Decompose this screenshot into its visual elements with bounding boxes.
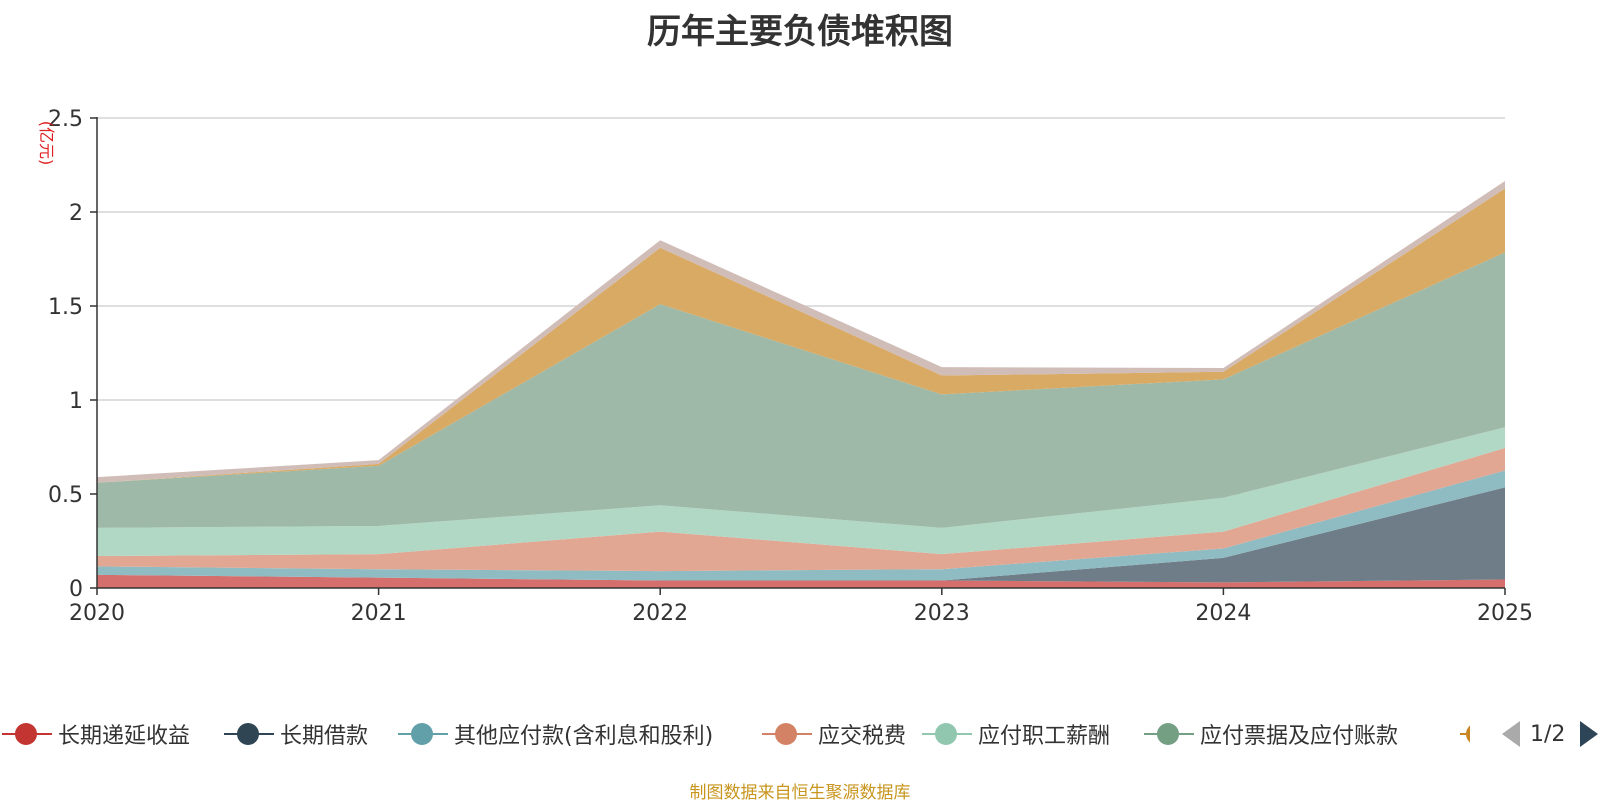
- legend-item[interactable]: 其他应付款(含利息和股利): [398, 712, 713, 756]
- legend-marker-icon: [224, 712, 280, 756]
- legend-next-page-button[interactable]: [1578, 712, 1600, 756]
- legend-item[interactable]: 应交税费: [762, 712, 906, 756]
- x-tick-label: 2025: [1477, 601, 1533, 626]
- area-series-3[interactable]: [97, 447, 1505, 572]
- x-tick-label: 2023: [914, 601, 970, 626]
- x-tick-label: 2022: [632, 601, 688, 626]
- x-tick-label: 2020: [69, 601, 125, 626]
- triangle-right-icon: [1580, 721, 1598, 747]
- area-series-4[interactable]: [97, 427, 1505, 557]
- legend-label: 应付票据及应付账款: [1200, 724, 1399, 749]
- legend-label: 长期借款: [280, 724, 369, 749]
- legend-marker-icon: [762, 712, 818, 756]
- legend-page-indicator: 1/2: [1530, 721, 1566, 747]
- area-series-1[interactable]: [97, 487, 1505, 583]
- x-tick-label: 2021: [351, 601, 407, 626]
- legend-marker-icon: [1466, 723, 1470, 745]
- legend-item[interactable]: 应付票据及应付账款: [1144, 712, 1398, 756]
- legend-label: 长期递延收益: [58, 724, 191, 749]
- legend-marker-icon: [2, 712, 58, 756]
- y-axis-unit-label: (亿元): [37, 121, 56, 166]
- stacked-areas: [97, 180, 1505, 588]
- legend-label: 应付职工薪酬: [978, 724, 1111, 749]
- area-series-2[interactable]: [97, 470, 1505, 581]
- area-series-5[interactable]: [97, 252, 1505, 528]
- axes: 0 0.5 1 1.5 2 2.5 2020 2021 2022 2023 2024 2025: [48, 107, 1533, 626]
- legend-marker-icon: [1460, 733, 1470, 735]
- y-tick-label: 1: [69, 389, 83, 414]
- legend-marker-icon: [398, 712, 454, 756]
- legend-prev-page-button[interactable]: [1500, 712, 1524, 756]
- legend: 长期递延收益 长期借款 其他应付款(含利息和股利) 应交税费 应付职工薪酬 应付票据及应付…: [0, 712, 1600, 756]
- legend-label: 其他应付款(含利息和股利): [454, 724, 714, 749]
- x-tick-label: 2024: [1195, 601, 1251, 626]
- y-tick-label: 0: [69, 577, 83, 602]
- area-series-0[interactable]: [97, 574, 1505, 588]
- y-tick-label: 2.5: [48, 107, 83, 132]
- y-tick-label: 2: [69, 201, 83, 226]
- legend-marker-icon: [1144, 712, 1200, 756]
- area-series-6[interactable]: [97, 188, 1505, 483]
- legend-item-partial[interactable]: [1460, 712, 1470, 756]
- legend-item[interactable]: 长期借款: [224, 712, 368, 756]
- y-tick-label: 1.5: [48, 295, 83, 320]
- legend-label: 应交税费: [818, 724, 907, 749]
- chart-title: 历年主要负债堆积图: [647, 12, 953, 52]
- source-note: 制图数据来自恒生聚源数据库: [689, 783, 911, 803]
- legend-item[interactable]: 应付职工薪酬: [922, 712, 1110, 756]
- legend-item[interactable]: 长期递延收益: [2, 712, 190, 756]
- y-tick-label: 0.5: [48, 483, 83, 508]
- legend-marker-icon: [922, 712, 978, 756]
- area-series-7[interactable]: [97, 180, 1505, 483]
- triangle-left-icon: [1502, 721, 1520, 747]
